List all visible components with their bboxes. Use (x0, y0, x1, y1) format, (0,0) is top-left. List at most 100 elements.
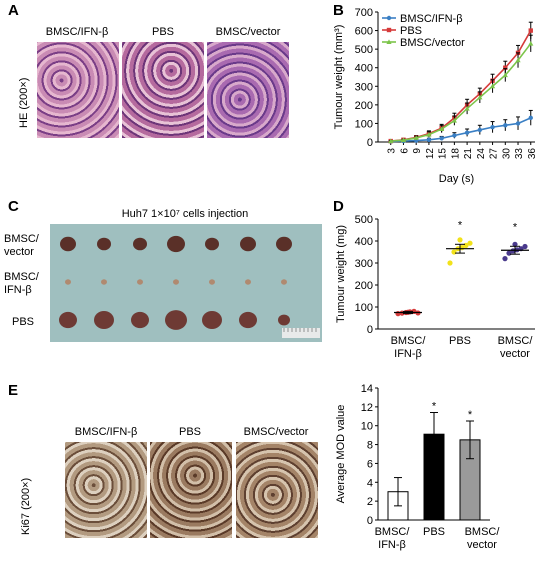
y-tick-label: 8 (367, 440, 373, 452)
legend-label-2: BMSC/vector (400, 37, 465, 49)
x-tick-label: 27 (489, 148, 500, 160)
y-tick-label: 500 (355, 44, 373, 56)
y-tick-label: 6 (367, 458, 373, 470)
ki67-image-vector (236, 442, 318, 538)
data-point (512, 241, 518, 247)
data-point (522, 243, 528, 250)
y-tick-label: 700 (355, 7, 373, 19)
x-category-label: PBS (423, 526, 445, 538)
x-tick-label: 21 (463, 148, 474, 160)
x-tick-label: 36 (527, 148, 538, 160)
point (464, 130, 470, 135)
x-category-label: vector (467, 539, 497, 551)
x-tick-label: 12 (425, 148, 436, 160)
chart-d: 0 100 200 300 400 500 Tumour weight (mg) BMSC/I… (335, 214, 535, 360)
x-tick-label: 9 (412, 148, 423, 154)
x-category-label: BMSC/ (465, 526, 501, 538)
y-tick-label: 2 (367, 496, 373, 508)
x-tick-label: 18 (450, 148, 461, 160)
y-tick-label: 200 (355, 280, 373, 292)
point (489, 83, 496, 89)
y-tick-label: 400 (355, 63, 373, 75)
panel-letter-c: C (8, 198, 19, 215)
ki67-image-pbs (150, 442, 232, 538)
ki67-label-pbs: PBS (178, 426, 202, 438)
ki67-label-vector: BMSC/vector (243, 426, 309, 438)
data-point (467, 240, 473, 246)
y-tick-label: 300 (355, 258, 373, 270)
he-label-ifn: BMSC/IFN-β (45, 26, 109, 38)
point (426, 131, 432, 137)
data-point (510, 248, 516, 254)
significance-mark: * (432, 401, 437, 413)
ki67-label-ifn: BMSC/IFN-β (74, 426, 138, 438)
point (515, 121, 521, 126)
data-point (457, 237, 463, 243)
tumour-0-4 (205, 237, 219, 251)
point (503, 123, 508, 128)
row-label-ifn-1: BMSC/ (4, 271, 39, 283)
y-tick-label: 0 (367, 137, 373, 149)
row-label-pbs: PBS (12, 316, 35, 328)
row-label-vector-1: BMSC/ (4, 233, 39, 245)
point (388, 138, 394, 144)
tumour-2-5 (239, 311, 257, 329)
tumour-2-1 (94, 311, 114, 329)
point (528, 28, 533, 33)
y-tick-label: 100 (355, 118, 373, 130)
point (515, 57, 521, 63)
point (528, 40, 534, 46)
tumour-0-1 (97, 237, 111, 251)
legend-marker (386, 27, 392, 33)
tumour-0-3 (167, 235, 185, 253)
tumour-2-3 (165, 310, 187, 330)
point (452, 133, 457, 138)
tumour-1-6 (281, 279, 287, 285)
x-tick-label: 24 (476, 148, 487, 160)
panel-letter-a: A (8, 2, 19, 19)
x-tick-label: 6 (399, 148, 410, 154)
x-category-label: PBS (449, 335, 471, 347)
tumour-1-1 (101, 279, 107, 285)
x-category-label: BMSC/ (375, 526, 411, 538)
y-axis-label: Average MOD value (335, 405, 347, 504)
he-label-vector: BMSC/vector (215, 26, 281, 38)
data-point (451, 249, 457, 255)
x-category-label: BMSC/ (498, 335, 534, 347)
point (528, 115, 533, 121)
x-tick-label: 15 (438, 148, 449, 160)
tumour-1-2 (137, 279, 143, 285)
x-category-label: IFN-β (378, 539, 406, 551)
y-tick-label: 10 (361, 421, 373, 433)
series-line-2 (390, 43, 532, 142)
y-axis-label: Tumour weight (mg) (335, 225, 347, 323)
tumour-1-3 (173, 279, 179, 285)
point (451, 118, 457, 123)
y-tick-label: 0 (367, 515, 373, 527)
y-tick-label: 0 (367, 324, 373, 336)
point (477, 127, 483, 133)
significance-mark: * (458, 219, 463, 231)
legend-label-1: PBS (400, 25, 422, 37)
point (477, 94, 483, 100)
tumour-photo (50, 224, 322, 342)
point (439, 136, 444, 141)
he-image-vector (207, 42, 289, 138)
tumour-0-5 (240, 236, 256, 252)
panel-letter-d: D (333, 198, 344, 215)
he-ylabel: HE (200×) (18, 77, 30, 128)
ki67-image-ifn (65, 442, 147, 538)
ki67-ylabel: Ki67 (200×) (20, 477, 32, 535)
significance-mark: * (468, 409, 473, 421)
x-category-label: vector (500, 348, 530, 360)
row-label-vector-2: vector (4, 246, 34, 258)
y-axis-label: Tumour weight (mm³) (333, 25, 345, 130)
panel-letter-b: B (333, 2, 344, 19)
panel-letter-e: E (8, 382, 19, 399)
point (400, 137, 407, 143)
point (464, 105, 470, 111)
x-tick-label: 30 (501, 148, 512, 160)
photo-title: Huh7 1×10⁷ cells injection (121, 208, 249, 220)
x-category-label: BMSC/ (391, 335, 427, 347)
